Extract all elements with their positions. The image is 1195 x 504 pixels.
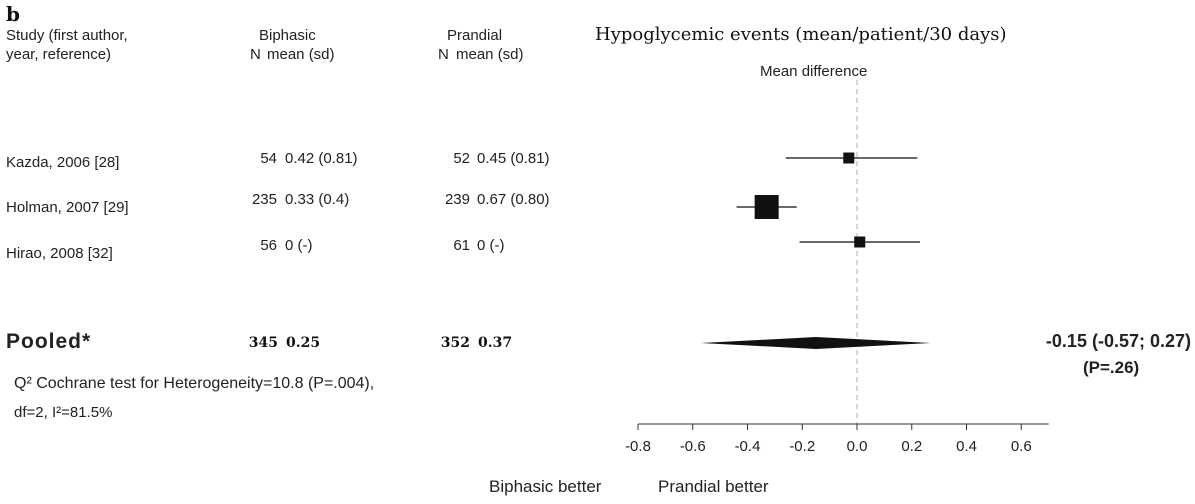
prandial-mean-header: mean (sd) — [456, 46, 524, 63]
prandial-n-value: 61 — [453, 237, 470, 254]
prandial-mean-value: 0.67 (0.80) — [477, 191, 550, 208]
pooled-prandial-mean: 0.37 — [478, 335, 513, 351]
x-tick-label: 0.6 — [1011, 438, 1032, 455]
study-estimate-marker — [854, 236, 866, 248]
x-tick-label: 0.0 — [847, 438, 868, 455]
study-label: Hirao, 2008 [32] — [6, 245, 113, 262]
biphasic-header: Biphasic — [259, 27, 316, 44]
chart-title: Hypoglycemic events (mean/patient/30 day… — [595, 24, 1007, 45]
x-tick-label: -0.6 — [680, 438, 706, 455]
pooled-estimate-text: -0.15 (-0.57; 0.27) — [1045, 331, 1191, 351]
panel-label: b — [6, 2, 20, 26]
x-tick-label: -0.8 — [625, 438, 651, 455]
prandial-n-value: 52 — [453, 150, 470, 167]
pooled-biphasic-mean: 0.25 — [286, 335, 321, 351]
study-estimate-marker — [754, 195, 779, 219]
prandial-mean-value: 0 (-) — [477, 237, 505, 254]
prandial-n-header: N — [438, 46, 449, 63]
pooled-diamond — [700, 337, 931, 349]
pooled-biphasic-n: 345 — [248, 335, 278, 351]
x-tick-label: 0.4 — [956, 438, 977, 455]
biphasic-n-value: 56 — [260, 237, 277, 254]
study-label: Holman, 2007 [29] — [6, 199, 129, 216]
study-estimate-marker — [843, 152, 855, 164]
prandial-mean-value: 0.45 (0.81) — [477, 150, 550, 167]
heterogeneity-line1: Q² Cochrane test for Heterogeneity=10.8 … — [14, 375, 375, 392]
prandial-n-value: 239 — [444, 191, 470, 208]
mean-difference-header: Mean difference — [760, 63, 868, 80]
pooled-label: Pooled* — [6, 330, 92, 353]
biphasic-mean-header: mean (sd) — [267, 46, 335, 63]
pooled-p-text: (P=.26) — [1083, 358, 1140, 377]
study-label: Kazda, 2006 [28] — [6, 154, 120, 171]
biphasic-better-label: Biphasic better — [489, 477, 602, 496]
biphasic-mean-value: 0 (-) — [285, 237, 313, 254]
pooled-prandial-n: 352 — [440, 335, 470, 351]
x-tick-label: 0.2 — [901, 438, 922, 455]
prandial-better-label: Prandial better — [658, 477, 769, 496]
biphasic-mean-value: 0.33 (0.4) — [285, 191, 350, 208]
heterogeneity-line2: df=2, I²=81.5% — [14, 404, 113, 421]
study-header-line1: Study (first author, — [6, 27, 128, 44]
prandial-header: Prandial — [447, 27, 503, 44]
x-tick-label: -0.2 — [789, 438, 815, 455]
biphasic-n-value: 54 — [260, 150, 277, 167]
study-header-line2: year, reference) — [6, 46, 112, 63]
biphasic-n-value: 235 — [251, 191, 277, 208]
biphasic-mean-value: 0.42 (0.81) — [285, 150, 358, 167]
biphasic-n-header: N — [250, 46, 261, 63]
x-tick-label: -0.4 — [735, 438, 761, 455]
